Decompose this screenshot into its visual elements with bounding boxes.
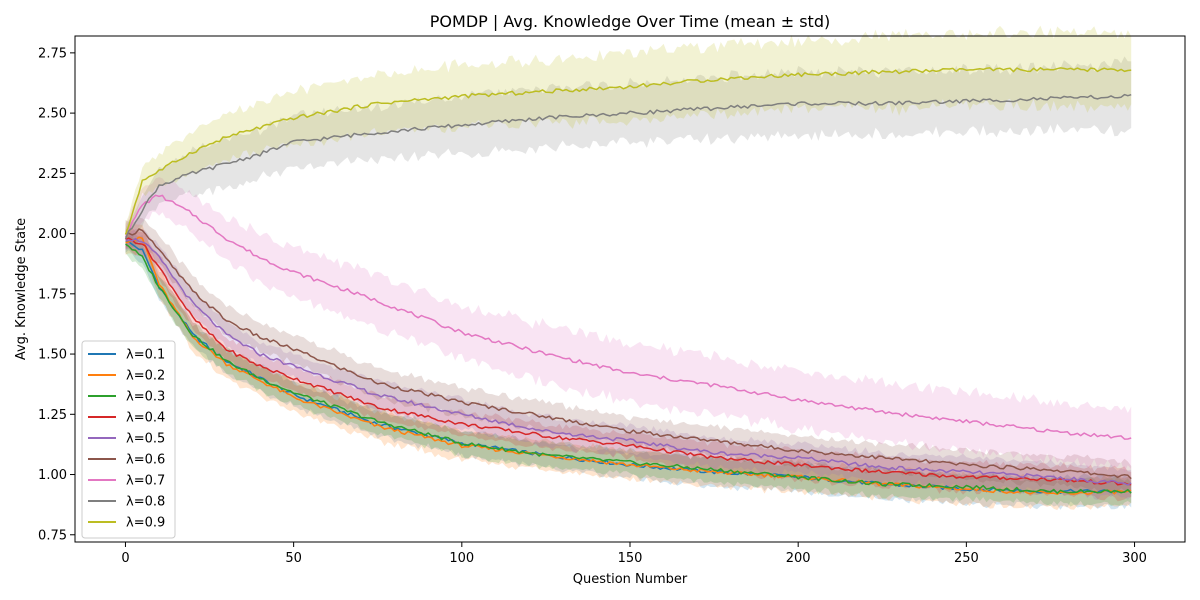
std-band-λ=0.9 bbox=[125, 25, 1132, 246]
y-tick-label: 1.25 bbox=[38, 408, 67, 423]
legend-label: λ=0.1 bbox=[126, 348, 165, 363]
x-tick-label: 300 bbox=[1122, 551, 1147, 566]
std-band-λ=0.4 bbox=[125, 228, 1132, 502]
y-tick-label: 2.25 bbox=[38, 167, 67, 182]
legend-label: λ=0.5 bbox=[126, 432, 165, 447]
series-line-λ=0.7 bbox=[124, 194, 1132, 440]
y-tick-label: 1.50 bbox=[38, 348, 67, 363]
y-axis-label: Avg. Knowledge State bbox=[14, 218, 29, 360]
y-tick-label: 2.50 bbox=[38, 107, 67, 122]
y-axis: 0.75 1.00 1.25 1.50 1.75 2.00 2.25 2.50 2.75 bbox=[38, 46, 75, 543]
series-line-λ=0.9 bbox=[124, 67, 1132, 235]
legend-label: λ=0.8 bbox=[126, 495, 165, 510]
legend-label: λ=0.7 bbox=[126, 474, 165, 489]
legend-label: λ=0.4 bbox=[126, 411, 165, 426]
y-tick-label: 0.75 bbox=[38, 528, 67, 543]
std-band-λ=0.7 bbox=[125, 177, 1132, 473]
x-tick-label: 250 bbox=[954, 551, 979, 566]
x-axis: 0 50 100 150 200 250 300 bbox=[121, 542, 1147, 566]
std-band-λ=0.3 bbox=[125, 235, 1132, 507]
series-line-λ=0.4 bbox=[125, 237, 1132, 486]
series-line-λ=0.8 bbox=[124, 93, 1132, 240]
y-tick-label: 1.75 bbox=[38, 287, 67, 302]
std-band-λ=0.2 bbox=[125, 224, 1132, 511]
series-line-λ=0.3 bbox=[125, 243, 1132, 495]
x-tick-label: 200 bbox=[786, 551, 811, 566]
y-tick-label: 1.00 bbox=[38, 468, 67, 483]
x-tick-label: 150 bbox=[618, 551, 643, 566]
y-tick-label: 2.00 bbox=[38, 227, 67, 242]
series-line-λ=0.2 bbox=[125, 236, 1132, 496]
series-line-λ=0.5 bbox=[125, 237, 1132, 486]
x-axis-label: Question Number bbox=[573, 572, 688, 587]
std-band-λ=0.1 bbox=[125, 231, 1132, 510]
x-tick-label: 50 bbox=[285, 551, 302, 566]
series-line-λ=0.6 bbox=[125, 228, 1132, 480]
std-band-λ=0.6 bbox=[125, 217, 1132, 493]
y-tick-label: 2.75 bbox=[38, 46, 67, 61]
chart-title: POMDP | Avg. Knowledge Over Time (mean ±… bbox=[430, 12, 830, 31]
legend-label: λ=0.2 bbox=[126, 369, 165, 384]
series-lines bbox=[124, 67, 1132, 496]
legend-box bbox=[81, 340, 176, 539]
legend-label: λ=0.6 bbox=[126, 453, 165, 468]
x-tick-label: 0 bbox=[121, 551, 129, 566]
legend: λ=0.1 λ=0.2 λ=0.3 λ=0.4 λ=0.5 λ=0.6 λ=0.7 λ=0.8… bbox=[81, 340, 176, 539]
legend-label: λ=0.9 bbox=[126, 516, 165, 531]
x-tick-label: 100 bbox=[449, 551, 474, 566]
legend-label: λ=0.3 bbox=[126, 390, 165, 405]
